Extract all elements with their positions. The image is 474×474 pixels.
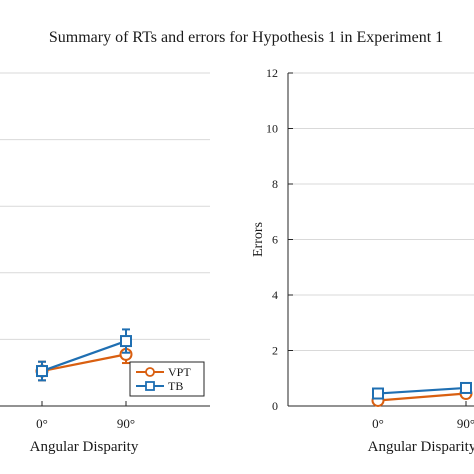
series-line-vpt bbox=[377, 392, 467, 402]
legend-marker bbox=[145, 367, 155, 377]
series-line-vpt bbox=[41, 353, 127, 373]
x-tick-label: 0° bbox=[372, 416, 384, 431]
y-tick-label: 12 bbox=[266, 66, 278, 80]
legend-marker bbox=[145, 381, 155, 391]
data-point-tb bbox=[36, 365, 48, 378]
data-point-tb bbox=[460, 381, 472, 394]
legend-label: VPT bbox=[168, 365, 191, 379]
y-tick-label: 0 bbox=[272, 399, 278, 413]
x-tick-label: 90° bbox=[457, 416, 474, 431]
legend-box bbox=[129, 361, 205, 397]
errors-panel: 0 2 4 6 8 10 12 Errors 0° 90° Angular Disparity bbox=[251, 66, 474, 455]
data-point-tb bbox=[120, 335, 132, 348]
legend-label: TB bbox=[168, 379, 183, 393]
x-axis-label: Angular Disparity bbox=[368, 439, 474, 455]
y-tick-label: 10 bbox=[266, 122, 278, 136]
y-tick-label: 4 bbox=[272, 288, 278, 302]
series-line-tb bbox=[377, 386, 467, 395]
y-tick-label: 6 bbox=[272, 233, 278, 247]
figure-title: Summary of RTs and errors for Hypothesis… bbox=[49, 29, 443, 46]
y-tick-label: 8 bbox=[272, 177, 278, 191]
y-axis-label: Errors bbox=[251, 222, 266, 257]
x-tick-label: 90° bbox=[117, 416, 135, 431]
series-line-tb bbox=[41, 340, 127, 373]
x-axis-label: Angular Disparity bbox=[30, 439, 139, 455]
data-point-tb bbox=[372, 387, 384, 400]
y-tick-label: 2 bbox=[272, 344, 278, 358]
x-tick-label: 0° bbox=[36, 416, 48, 431]
